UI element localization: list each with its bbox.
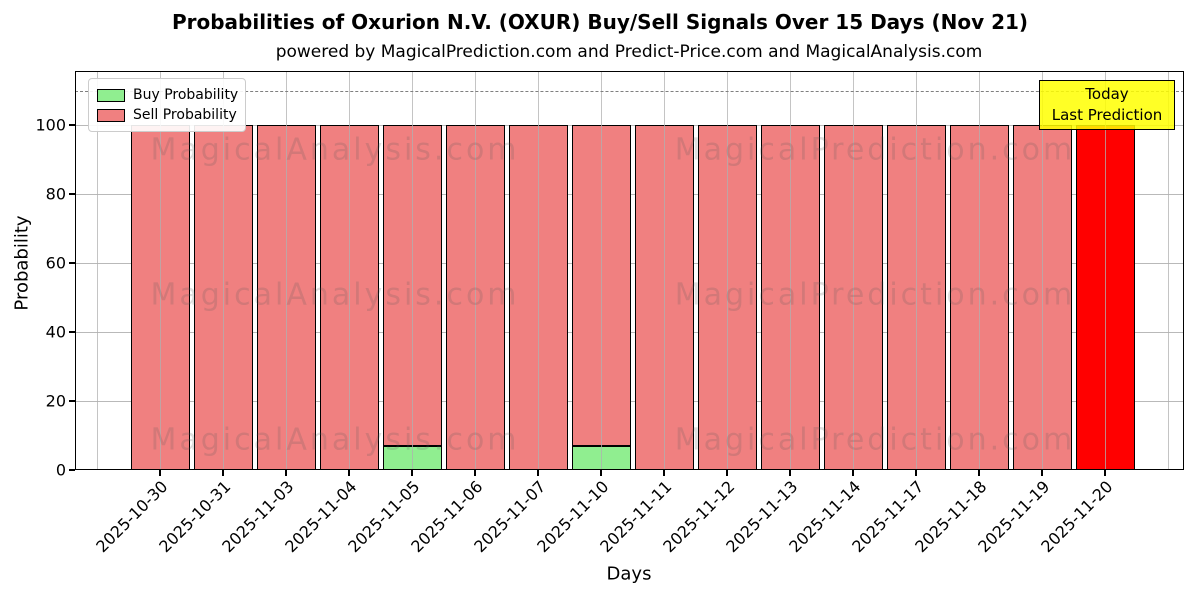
vertical-gridline (97, 71, 98, 470)
legend-item-buy: Buy Probability (97, 85, 239, 105)
x-tick-mark (726, 470, 728, 476)
x-tick-mark (852, 470, 854, 476)
y-tick-mark (69, 262, 75, 264)
today-annotation: Today Last Prediction (1039, 80, 1175, 130)
x-tick-mark (915, 470, 917, 476)
vertical-gridline (160, 71, 161, 470)
sell-swatch-icon (97, 108, 125, 122)
y-tick-label: 80 (45, 184, 66, 204)
vertical-gridline (538, 71, 539, 470)
x-tick-mark (222, 470, 224, 476)
y-tick-mark (69, 193, 75, 195)
legend-item-sell: Sell Probability (97, 105, 237, 125)
y-tick-label: 0 (55, 460, 66, 480)
vertical-gridline (853, 71, 854, 470)
y-tick-mark (69, 331, 75, 333)
vertical-gridline (664, 71, 665, 470)
annotation-line-2: Last Prediction (1051, 106, 1163, 124)
x-tick-mark (978, 470, 980, 476)
vertical-gridline (979, 71, 980, 470)
vertical-gridline (790, 71, 791, 470)
y-tick-label: 100 (35, 115, 66, 135)
vertical-gridline (727, 71, 728, 470)
x-tick-mark (285, 470, 287, 476)
x-axis-label: Days (606, 563, 652, 585)
x-tick-mark (600, 470, 602, 476)
x-tick-mark (1041, 470, 1043, 476)
y-tick-label: 60 (45, 253, 66, 273)
dashed-threshold-line (75, 90, 1184, 92)
vertical-gridline (916, 71, 917, 470)
x-tick-mark (159, 470, 161, 476)
y-tick-label: 40 (45, 322, 66, 342)
buy-swatch-icon (97, 88, 125, 102)
x-tick-mark (1104, 470, 1106, 476)
vertical-gridline (286, 71, 287, 470)
vertical-gridline (475, 71, 476, 470)
x-tick-mark (474, 470, 476, 476)
vertical-gridline (1042, 71, 1043, 470)
x-tick-mark (411, 470, 413, 476)
y-tick-mark (69, 469, 75, 471)
vertical-gridline (412, 71, 413, 470)
x-tick-mark (537, 470, 539, 476)
vertical-gridline (1168, 71, 1169, 470)
vertical-gridline (1105, 71, 1106, 470)
vertical-gridline (223, 71, 224, 470)
y-tick-label: 20 (45, 391, 66, 411)
x-tick-mark (663, 470, 665, 476)
vertical-gridline (349, 71, 350, 470)
chart-title: Probabilities of Oxurion N.V. (OXUR) Buy… (171, 10, 1029, 34)
legend-label-buy: Buy Probability (133, 87, 239, 103)
legend-label-sell: Sell Probability (133, 107, 237, 123)
y-tick-mark (69, 124, 75, 126)
y-tick-mark (69, 400, 75, 402)
x-tick-mark (789, 470, 791, 476)
x-tick-mark (348, 470, 350, 476)
vertical-gridline (601, 71, 602, 470)
chart-subtitle: powered by MagicalPrediction.com and Pre… (275, 42, 983, 62)
legend: Buy Probability Sell Probability (88, 78, 246, 132)
annotation-line-1: Today (1085, 85, 1129, 103)
